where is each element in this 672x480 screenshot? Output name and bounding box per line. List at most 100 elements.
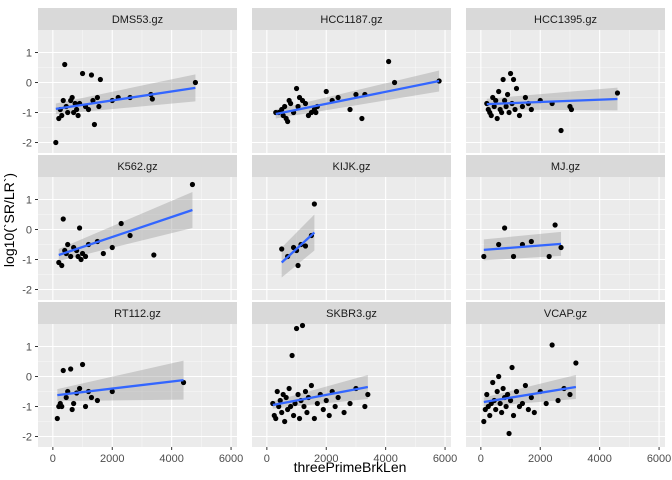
data-point	[292, 400, 298, 407]
regression-line	[272, 385, 369, 407]
facet-panel: RT112.gz -2 -1 0 1 0 2000 4000 6000	[22, 302, 243, 465]
data-point	[299, 322, 306, 329]
data-point	[76, 225, 83, 231]
data-point	[288, 100, 294, 107]
data-point	[189, 181, 196, 188]
facet-strip-label: RT112.gz	[114, 308, 161, 320]
data-point	[94, 397, 101, 404]
data-point	[301, 403, 307, 410]
data-point	[528, 238, 534, 245]
data-point	[282, 103, 288, 110]
data-point	[311, 415, 317, 422]
data-point	[293, 325, 300, 332]
data-point	[290, 412, 297, 419]
facet-strip	[38, 302, 237, 324]
facet-strip-label: DMS53.gz	[112, 14, 163, 26]
data-point	[491, 103, 497, 110]
facet-strip	[38, 8, 237, 30]
x-tick-label: 6000	[433, 453, 457, 465]
data-point	[510, 412, 517, 419]
data-point	[302, 388, 309, 395]
data-point	[555, 397, 561, 404]
regression-line	[280, 231, 316, 264]
data-point	[481, 253, 487, 260]
data-point	[295, 103, 301, 110]
data-point	[513, 85, 520, 92]
data-point	[359, 115, 365, 122]
data-point	[528, 106, 534, 113]
data-point	[510, 253, 517, 260]
y-tick-label: 1	[26, 195, 32, 207]
data-point	[94, 94, 101, 101]
data-point	[506, 109, 512, 116]
data-point	[313, 109, 319, 116]
x-tick-label: 2000	[314, 453, 338, 465]
data-point	[347, 106, 353, 113]
data-point	[365, 391, 371, 398]
data-point	[74, 106, 80, 113]
data-point	[506, 430, 512, 437]
data-point	[293, 85, 300, 92]
data-point	[341, 409, 347, 416]
data-point	[283, 394, 289, 401]
data-point	[192, 79, 199, 86]
data-point	[494, 388, 500, 395]
data-point	[500, 385, 506, 392]
x-tick-label: 4000	[373, 453, 397, 465]
panel-background	[466, 177, 665, 300]
facet-panel: HCC1187.gz	[252, 8, 451, 153]
data-point	[60, 367, 66, 374]
data-point	[552, 222, 558, 228]
data-point	[79, 70, 86, 77]
facet-strip-label: K562.gz	[117, 161, 157, 173]
data-point	[496, 88, 502, 95]
facet-strip-label: HCC1395.gz	[534, 14, 597, 26]
facet-strip-label: MJ.gz	[551, 161, 580, 173]
panel-grid: DMS53.gz -2 -1 0 1 HCC1187.gz HCC1395.gz K562.g…	[22, 8, 671, 465]
data-point	[522, 382, 529, 389]
data-point	[347, 400, 353, 407]
data-point	[353, 91, 359, 98]
data-point	[302, 100, 309, 107]
y-tick-label: -1	[22, 108, 32, 120]
data-point	[274, 388, 280, 395]
data-point	[71, 400, 77, 407]
data-point	[509, 364, 515, 371]
data-point	[558, 244, 564, 251]
data-point	[568, 106, 575, 113]
data-point	[510, 76, 517, 83]
data-point	[59, 403, 65, 410]
facet-strip	[38, 155, 237, 177]
data-point	[499, 409, 505, 416]
panel-background	[38, 177, 237, 300]
data-point	[308, 382, 315, 389]
data-point	[79, 361, 86, 368]
regression-line	[55, 86, 196, 111]
data-point	[497, 400, 503, 407]
data-point	[323, 88, 329, 95]
regression-line	[483, 242, 562, 252]
regression-line	[58, 208, 193, 257]
regression-line	[57, 378, 184, 397]
y-tick-label: -2	[22, 138, 32, 150]
data-point	[100, 250, 106, 257]
data-point	[288, 403, 294, 410]
data-point	[326, 412, 332, 419]
x-tick-label: 2000	[100, 453, 124, 465]
panel-background	[38, 30, 237, 153]
x-tick-label: 0	[50, 453, 56, 465]
data-point	[507, 70, 514, 77]
data-point	[302, 243, 309, 249]
data-point	[82, 403, 89, 410]
data-point	[487, 412, 493, 419]
facet-panel: VCAP.gz 0 2000 4000 6000	[466, 302, 671, 465]
data-point	[567, 391, 573, 398]
data-point	[507, 397, 514, 404]
data-point	[88, 394, 95, 401]
data-point	[96, 103, 102, 110]
data-point	[502, 97, 508, 104]
data-point	[286, 385, 292, 392]
data-point	[285, 118, 291, 125]
data-point	[614, 90, 621, 96]
